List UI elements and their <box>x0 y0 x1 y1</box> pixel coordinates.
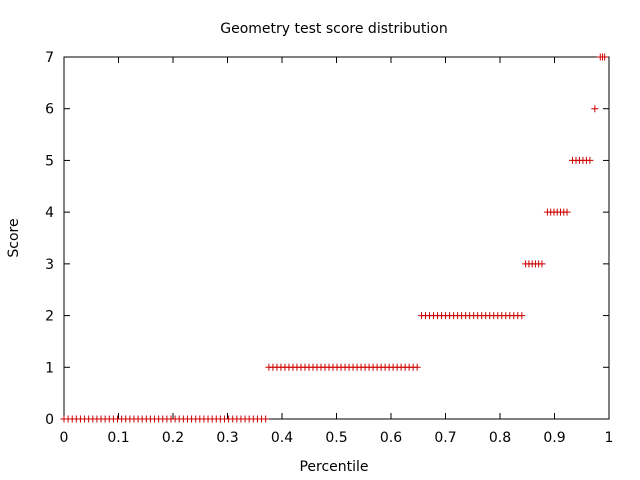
data-point <box>413 363 421 371</box>
x-tick-label: 0.5 <box>325 430 347 446</box>
x-axis-label: Percentile <box>299 459 368 475</box>
x-tick-label: 0.7 <box>434 430 456 446</box>
data-point <box>591 105 599 113</box>
data-point <box>518 312 526 320</box>
x-tick-label: 0.4 <box>271 430 293 446</box>
chart-title: Geometry test score distribution <box>220 21 447 37</box>
y-tick-label: 3 <box>45 257 54 273</box>
data-point <box>586 156 594 164</box>
plot-frame <box>63 56 610 420</box>
y-tick-label: 0 <box>45 412 54 428</box>
data-point <box>262 415 270 423</box>
x-tick-label: 0.2 <box>162 430 184 446</box>
y-tick-label: 1 <box>45 360 54 376</box>
x-tick-label: 0.3 <box>216 430 238 446</box>
y-tick-label: 4 <box>45 205 54 221</box>
y-axis-label: Score <box>6 218 22 257</box>
y-tick-label: 6 <box>45 102 54 118</box>
y-tick-label: 2 <box>45 309 54 325</box>
y-tick-label: 5 <box>45 153 54 169</box>
data-point <box>601 53 609 61</box>
data-point <box>563 208 571 216</box>
data-points <box>60 53 609 423</box>
x-tick-label: 0 <box>60 430 69 446</box>
x-tick-label: 1 <box>605 430 614 446</box>
x-tick-label: 0.8 <box>489 430 511 446</box>
x-tick-label: 0.6 <box>380 430 402 446</box>
y-tick-label: 7 <box>45 50 54 66</box>
x-tick-label: 0.1 <box>107 430 129 446</box>
y-axis-ticks: 0 1 2 3 4 5 6 7 <box>45 50 609 428</box>
data-point <box>538 260 546 268</box>
x-tick-label: 0.9 <box>543 430 565 446</box>
x-axis-ticks: 0 0.1 0.2 0.3 0.4 0.5 0.6 0.7 0.8 0.9 1 <box>60 57 614 446</box>
